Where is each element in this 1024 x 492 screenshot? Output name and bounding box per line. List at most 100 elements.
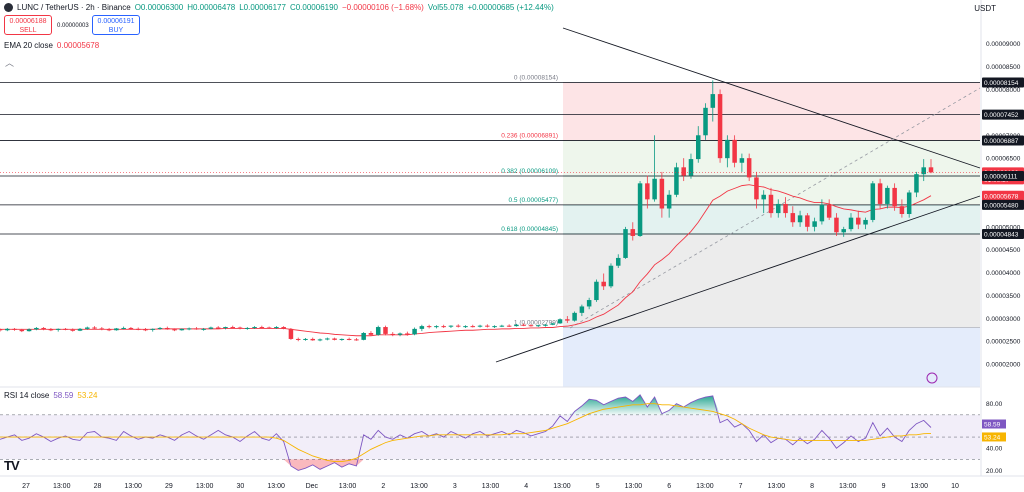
candle [455,324,461,328]
candle [208,326,214,330]
time-tick-label: 13:00 [553,483,571,490]
candle-body [601,281,606,287]
time-tick-label: 13:00 [267,483,285,490]
candle-body [208,327,214,329]
rsi-oversold-fill [0,459,931,471]
candle-body [506,325,512,327]
time-tick-label: 28 [94,483,102,490]
candle-body [623,229,628,258]
candle [230,325,236,329]
candle [339,338,345,341]
candle-body [295,338,301,340]
rsi-axis-label-bg [982,419,1006,429]
candle-body [550,323,556,325]
candle [252,326,257,329]
candle-body [245,327,250,329]
candle [870,181,876,223]
fib-label-0.382: 0.382 (0.00006109) [501,168,558,175]
candle-body [455,325,461,327]
candle-body [325,338,330,340]
candle-body [172,329,177,331]
candle [266,326,272,329]
rsi-value: 58.59 [53,391,74,400]
candle-body [710,94,716,108]
high-value: H0.00006478 [187,3,236,12]
rsi-axis-label: 53.24 [984,434,1001,441]
fib-zone-0.618 [563,233,980,328]
candle [550,322,556,326]
candle [259,325,265,329]
candle-body [834,217,839,233]
rsi-legend[interactable]: RSI 14 close 58.59 53.24 [4,391,97,400]
axis-price-label-bg [982,190,1024,201]
candle-body [383,327,388,334]
candle-body [85,327,90,329]
candle [499,324,505,328]
candle [114,327,119,331]
candle [790,206,796,227]
candle [906,190,912,218]
price-tick-label: 0.00003500 [986,293,1021,300]
candle-body [681,167,686,176]
ema-label: EMA 20 close [4,41,53,50]
fib-zone-extension [563,327,980,387]
candle [856,210,861,230]
candle [310,337,316,341]
candle [419,324,425,332]
fib-label-0.618: 0.618 (0.00004845) [501,226,558,233]
candle [186,327,192,331]
candle-body [259,327,265,329]
time-tick-label: 9 [882,483,886,490]
chevron-up-icon[interactable]: ︿ [5,58,15,68]
candle [201,327,206,331]
candle [34,327,39,331]
candle-body [19,329,25,332]
candle [725,135,730,168]
buy-label: BUY [108,27,124,34]
candle [623,226,628,259]
candle-body [776,203,781,214]
candle-body [863,219,868,225]
axis-price-label: 0.00006111 [982,170,1024,181]
candle [535,324,541,328]
candle-body [165,327,170,330]
candle [892,183,897,211]
currency-label[interactable]: USDT [974,4,996,13]
candle [739,153,745,172]
candle-body [215,327,221,329]
buy-button[interactable]: 0.00006191 BUY [92,15,140,35]
candle [877,178,883,209]
time-tick-label: 4 [524,483,528,490]
ema-legend[interactable]: EMA 20 close 0.00005678 [4,41,99,50]
candle [368,331,374,336]
candle [5,327,10,332]
candle [521,323,526,327]
candle [826,199,832,220]
candle [695,126,701,163]
candle-body [805,215,810,227]
candle [776,199,781,218]
candle [85,326,90,330]
time-tick-label: Dec [306,483,319,490]
candle-body [739,158,745,163]
axis-price-label-text: 0.00008154 [984,80,1019,87]
candle [0,328,3,332]
rsi-overbought-fill [0,394,931,415]
rsi-tick-label: 80.00 [986,401,1003,408]
candle [710,80,716,122]
candle-body [688,159,694,176]
candle [157,327,163,330]
sell-button[interactable]: 0.00006188 SELL [4,15,52,35]
candle-body [92,327,97,329]
price-tick-label: 0.00004000 [986,270,1021,277]
candle-body [652,178,657,200]
candle-body [281,327,286,329]
axis-price-label: 0.00005480 [982,199,1024,210]
time-tick-label: 2 [381,483,385,490]
candle [805,213,810,232]
symbol-legend: LUNC / TetherUS · 2h · Binance O0.000063… [4,3,554,12]
candle [441,324,446,328]
sell-price: 0.00006188 [9,18,47,25]
candle-body [856,217,861,225]
